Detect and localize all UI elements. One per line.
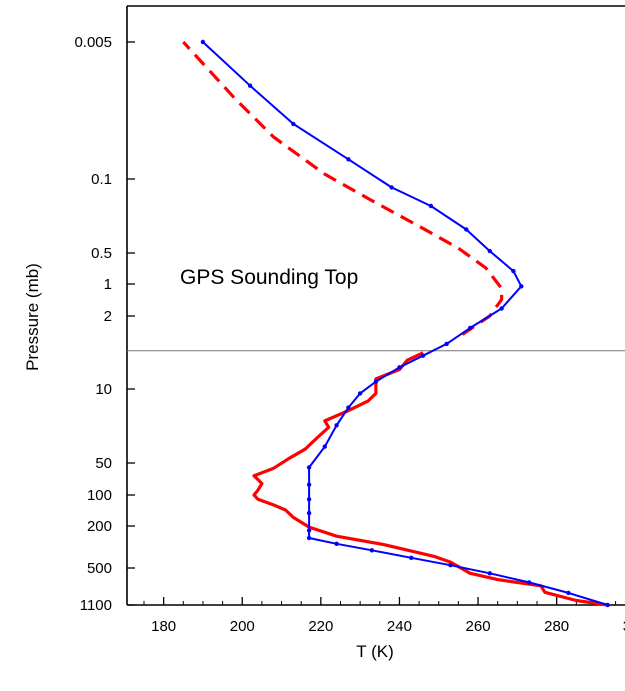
series-point-blue [409, 555, 414, 560]
series-point-blue [397, 365, 402, 370]
series-point-blue [357, 391, 363, 396]
series-point-blue [247, 83, 253, 88]
x-tick-label: 300 [623, 618, 625, 635]
x-axis-title: T (K) [356, 642, 393, 661]
series-point-blue [487, 248, 492, 254]
series-point-blue [487, 571, 492, 576]
series-point-blue [605, 602, 610, 608]
y-tick-label: 1100 [80, 597, 112, 614]
y-tick-label: 500 [87, 560, 112, 577]
plot-frame [126, 5, 625, 606]
series-line-red-dashed [182, 40, 504, 336]
y-ticks: 0.005 0.1 0.5 1 2 10 50 100 200 500 1100 [74, 34, 135, 614]
series-layer [182, 39, 610, 608]
series-point-blue [322, 444, 327, 449]
series-point-blue [511, 268, 516, 274]
x-tick-label: 260 [466, 618, 491, 635]
series-point-blue [468, 325, 473, 331]
series-point-blue [519, 284, 524, 289]
gps-sounding-top-label: GPS Sounding Top [180, 266, 358, 289]
series-point-blue [566, 590, 571, 596]
y-tick-label: 0.1 [91, 171, 112, 188]
series-point-blue [306, 497, 312, 502]
series-point-blue [334, 423, 339, 428]
series-point-blue [444, 341, 449, 347]
series-point-blue [420, 353, 426, 358]
series-point-blue [448, 563, 453, 568]
series-point-blue [346, 405, 351, 410]
series-point-blue [369, 548, 375, 553]
y-tick-label: 200 [87, 518, 112, 535]
series-point-blue [306, 528, 312, 533]
x-ticks: 180 200 220 240 260 280 300 [143, 597, 625, 635]
y-tick-label: 100 [87, 487, 112, 504]
series-point-blue [306, 465, 312, 470]
y-tick-label: 1 [104, 276, 112, 293]
y-axis-title: Pressure (mb) [23, 263, 42, 371]
series-line-blue [202, 41, 608, 606]
series-point-blue [464, 227, 469, 232]
x-tick-label: 240 [387, 618, 412, 635]
x-tick-label: 200 [230, 618, 255, 635]
series-point-blue [346, 157, 351, 162]
series-point-blue [428, 203, 434, 209]
series-line-red-solid [252, 351, 608, 607]
y-tick-label: 0.5 [91, 245, 112, 262]
series-point-blue [373, 379, 379, 384]
series-point-blue [389, 185, 394, 190]
y-tick-label: 0.005 [74, 34, 112, 51]
series-point-blue [526, 580, 532, 585]
x-tick-label: 220 [308, 618, 333, 635]
series-point-blue [200, 39, 206, 45]
y-tick-label: 50 [95, 455, 112, 472]
y-tick-label: 10 [95, 381, 112, 398]
series-point-blue [499, 306, 504, 311]
x-tick-label: 180 [151, 618, 176, 635]
y-tick-label: 2 [104, 308, 112, 325]
series-point-blue [306, 482, 312, 487]
x-tick-label: 280 [544, 618, 569, 635]
series-point-blue [306, 535, 312, 541]
series-point-blue [291, 121, 296, 127]
series-point-blue [334, 541, 339, 546]
series-point-blue [306, 510, 312, 516]
